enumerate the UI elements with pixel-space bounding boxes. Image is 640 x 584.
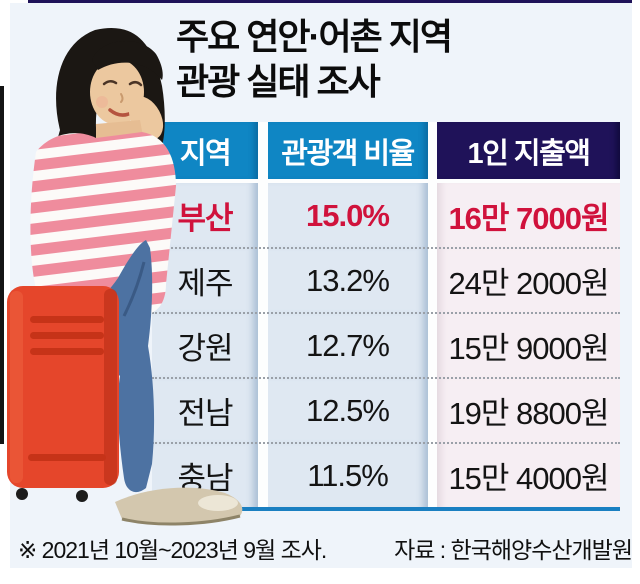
cell-region-chungnam: 충남 bbox=[152, 443, 258, 508]
cell-spending-chungnam: 15만 4000원 bbox=[437, 443, 620, 508]
top-rule-line bbox=[28, 0, 632, 3]
title-line-1: 주요 연안·어촌 지역 bbox=[176, 16, 453, 57]
row-separator bbox=[152, 377, 620, 379]
cell-ratio-gangwon: 12.7% bbox=[267, 313, 428, 378]
footnote: ※ 2021년 10월~2023년 9월 조사. bbox=[18, 537, 327, 563]
title-line-2: 관광 실태 조사 bbox=[176, 61, 381, 102]
cell-ratio-jeju: 13.2% bbox=[267, 248, 428, 313]
cell-region-busan: 부산 bbox=[152, 183, 258, 248]
header-tourist-ratio: 관광객 비율 bbox=[267, 122, 428, 179]
page-title: 주요 연안·어촌 지역 관광 실태 조사 bbox=[176, 14, 453, 104]
cell-region-jeju: 제주 bbox=[152, 248, 258, 313]
cell-spending-jeju: 24만 2000원 bbox=[437, 248, 620, 313]
row-separator bbox=[152, 312, 620, 314]
source-credit: 자료 : 한국해양수산개발원 bbox=[394, 537, 633, 563]
header-region: 지역 bbox=[152, 122, 258, 179]
cell-ratio-chungnam: 11.5% bbox=[267, 443, 428, 508]
cell-region-jeonnam: 전남 bbox=[152, 378, 258, 443]
row-separator bbox=[152, 442, 620, 444]
tourism-table: 지역 관광객 비율 1인 지출액 부산 15.0% 16만 7000원 제주 1… bbox=[152, 122, 620, 508]
cell-spending-gangwon: 15만 9000원 bbox=[437, 313, 620, 378]
photo-edge-strip bbox=[0, 86, 4, 444]
row-separator bbox=[152, 247, 620, 249]
cell-ratio-jeonnam: 12.5% bbox=[267, 378, 428, 443]
cell-region-gangwon: 강원 bbox=[152, 313, 258, 378]
cell-spending-busan: 16만 7000원 bbox=[437, 183, 620, 248]
table-underline bbox=[152, 507, 620, 511]
cell-ratio-busan: 15.0% bbox=[267, 183, 428, 248]
cell-spending-jeonnam: 19만 8800원 bbox=[437, 378, 620, 443]
header-spending: 1인 지출액 bbox=[437, 122, 620, 179]
